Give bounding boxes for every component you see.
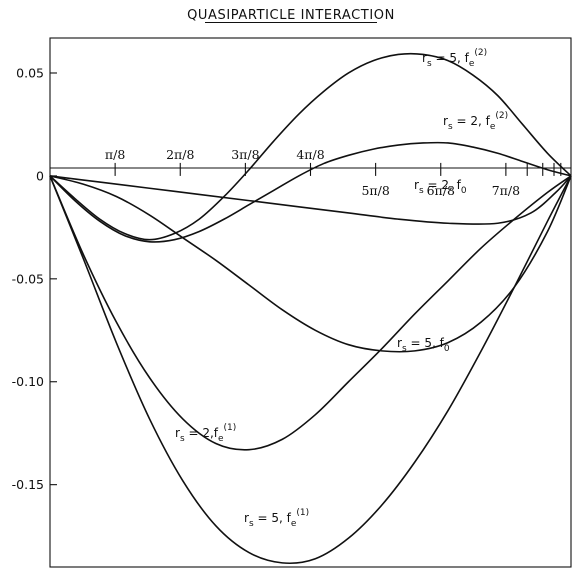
chart-title: QUASIPARTICLE INTERACTION [187,8,395,23]
curve-label-r-s-2-f-e-2: rs = 2, fe(2) [443,111,508,132]
curve-labels: rs = 5, fe(2) rs = 2, fe(2) rs = 2, f0 rs =… [175,48,508,529]
x-tick-label: 5π/8 [361,183,389,198]
curve-r-s-2-f-e-2 [49,141,572,243]
curve-label-r-s-5-f-e-1: rs = 5, fe(1) [244,508,309,529]
plot-frame [49,37,572,568]
x-tick-label: π/8 [105,147,125,162]
y-tick-label: 0 [36,168,44,183]
curves [49,52,572,565]
x-tick-label: 3π/8 [231,147,259,162]
curve-label-r-s-5-f-e-2: rs = 5, fe(2) [422,48,487,69]
curve-r-s-5-f-e-2 [49,52,572,241]
x-tick-label: 2π/8 [166,147,194,162]
curve-r-s-2-f-e-1 [49,175,572,451]
curve-r-s-5-f-0 [49,175,572,353]
curve-r-s-5-f-e-1 [49,175,572,565]
y-tick-label: -0.05 [12,271,44,286]
x-tick-label: 6π/8 [427,183,455,198]
y-tick-label: 0.05 [16,65,44,80]
curve-label-r-s-5-f-0: rs = 5, f0 [397,336,450,354]
y-tick-label: -0.10 [12,374,44,389]
curve-label-r-s-2-f-0: rs = 2, f0 [414,178,467,196]
x-axis-ticks: π/8 2π/8 3π/8 4π/8 5π/8 6π/8 7π/8 [105,147,562,198]
curve-label-r-s-2-f-e-1: rs = 2,fe(1) [175,423,236,444]
x-tick-label: 4π/8 [296,147,324,162]
x-tick-label: 7π/8 [492,183,520,198]
y-axis-ticks: 0.05 0 -0.05 -0.10 -0.15 [12,65,57,492]
curve-r-s-2-f-0 [49,175,572,225]
y-tick-label: -0.15 [12,477,44,492]
